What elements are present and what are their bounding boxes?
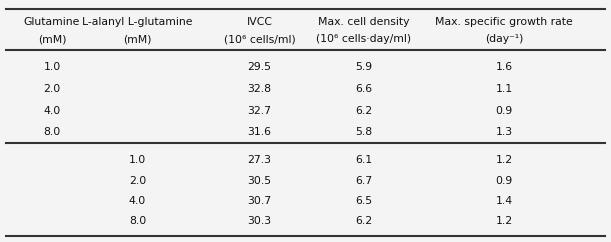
Text: 0.9: 0.9: [496, 106, 513, 116]
Text: 1.6: 1.6: [496, 62, 513, 72]
Text: 2.0: 2.0: [129, 176, 146, 186]
Text: 8.0: 8.0: [43, 127, 60, 137]
Text: 30.5: 30.5: [247, 176, 272, 186]
Text: 5.8: 5.8: [355, 127, 372, 137]
Text: 6.7: 6.7: [355, 176, 372, 186]
Text: 6.5: 6.5: [355, 196, 372, 206]
Text: 8.0: 8.0: [129, 216, 146, 226]
Text: 1.3: 1.3: [496, 127, 513, 137]
Text: (mM): (mM): [38, 34, 66, 44]
Text: 4.0: 4.0: [129, 196, 146, 206]
Text: 31.6: 31.6: [247, 127, 272, 137]
Text: 6.2: 6.2: [355, 106, 372, 116]
Text: 5.9: 5.9: [355, 62, 372, 72]
Text: 32.7: 32.7: [247, 106, 272, 116]
Text: 29.5: 29.5: [247, 62, 272, 72]
Text: Max. specific growth rate: Max. specific growth rate: [435, 17, 573, 27]
Text: 27.3: 27.3: [247, 155, 272, 165]
Text: 1.4: 1.4: [496, 196, 513, 206]
Text: 6.6: 6.6: [355, 84, 372, 94]
Text: 6.2: 6.2: [355, 216, 372, 226]
Text: 1.1: 1.1: [496, 84, 513, 94]
Text: (mM): (mM): [123, 34, 152, 44]
Text: 32.8: 32.8: [247, 84, 272, 94]
Text: IVCC: IVCC: [247, 17, 273, 27]
Text: Glutamine: Glutamine: [24, 17, 80, 27]
Text: 1.2: 1.2: [496, 216, 513, 226]
Text: 2.0: 2.0: [43, 84, 60, 94]
Text: 4.0: 4.0: [43, 106, 60, 116]
Text: 0.9: 0.9: [496, 176, 513, 186]
Text: Max. cell density: Max. cell density: [318, 17, 409, 27]
Text: 1.0: 1.0: [43, 62, 60, 72]
Text: (day⁻¹): (day⁻¹): [485, 34, 523, 44]
Text: 30.7: 30.7: [247, 196, 272, 206]
Text: (10⁶ cells/ml): (10⁶ cells/ml): [224, 34, 296, 44]
Text: (10⁶ cells·day/ml): (10⁶ cells·day/ml): [316, 34, 411, 44]
Text: L-alanyl L-glutamine: L-alanyl L-glutamine: [82, 17, 192, 27]
Text: 1.2: 1.2: [496, 155, 513, 165]
Text: 1.0: 1.0: [129, 155, 146, 165]
Text: 30.3: 30.3: [247, 216, 272, 226]
Text: 6.1: 6.1: [355, 155, 372, 165]
